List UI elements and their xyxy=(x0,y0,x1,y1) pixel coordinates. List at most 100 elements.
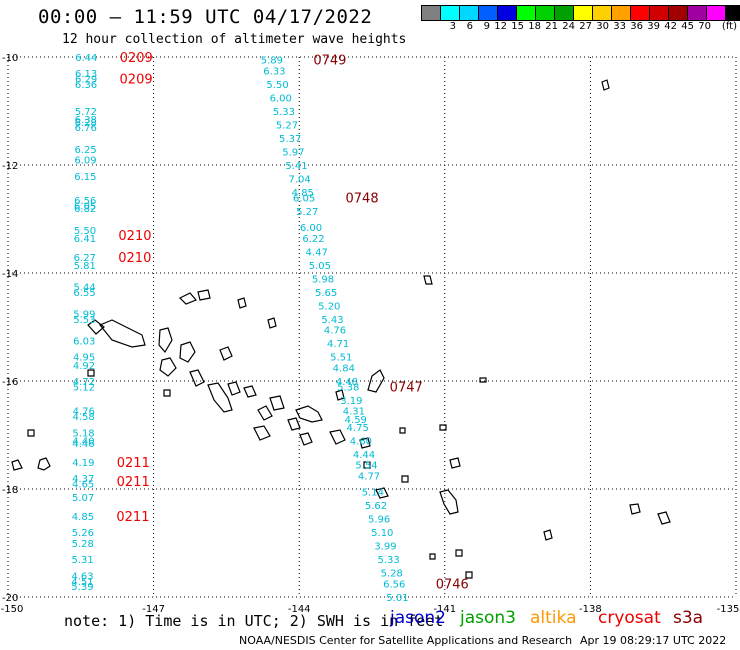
island-outline xyxy=(455,549,463,557)
pass-time-label: 0211 xyxy=(116,510,149,525)
wave-height-value: 5.50 xyxy=(266,80,288,91)
legend-altika: altika xyxy=(530,608,577,628)
lon-tick-label: -138 xyxy=(579,604,602,615)
wave-height-value: 6.36 xyxy=(75,80,97,91)
wave-height-value: 5.89 xyxy=(261,56,283,67)
wave-height-value: 6.15 xyxy=(74,172,96,183)
pass-time-label: 0211 xyxy=(117,475,150,490)
wave-height-value: 6.00 xyxy=(270,94,292,105)
satellite-tracks: 6.44 6.136.296.36 5.726.386.286.76 6.256.09… xyxy=(71,51,469,604)
wave-height-value: 6.38 xyxy=(75,115,97,126)
pass-time-label: 0748 xyxy=(346,191,379,206)
lat-tick-label: -16 xyxy=(2,377,18,388)
wave-height-value: 6.05 xyxy=(74,202,96,213)
wave-height-value: 4.85 xyxy=(292,188,314,199)
island-outline xyxy=(269,395,285,411)
wave-height-value: 4.59 xyxy=(345,415,367,426)
wave-height-value: 5.39 xyxy=(71,582,93,593)
island-outline xyxy=(363,461,371,469)
wave-height-value: 5.26 xyxy=(72,528,94,539)
wave-height-value: 6.44 xyxy=(75,53,97,64)
island-outline xyxy=(159,357,177,377)
lat-tick-label: -18 xyxy=(2,485,18,496)
wave-height-value: 6.05 xyxy=(293,193,315,204)
wave-height-value: 5.51 xyxy=(330,353,352,364)
wave-height-value: 3.99 xyxy=(374,542,396,553)
wave-height-value: 4.72 xyxy=(73,377,95,388)
island-outline xyxy=(37,457,51,471)
lat-tick-label: -12 xyxy=(2,161,18,172)
scale-label: 24 xyxy=(562,21,575,32)
island-outline xyxy=(207,382,233,413)
pass-time-label: 0749 xyxy=(313,54,346,69)
island-outline xyxy=(329,429,346,445)
wave-height-value: 5.05 xyxy=(309,261,331,272)
island-outline xyxy=(399,427,406,434)
wave-height-value: 4.77 xyxy=(358,472,380,483)
island-outline xyxy=(439,424,447,431)
pass-time-label: 0211 xyxy=(117,456,150,471)
wave-height-value: 5.41 xyxy=(285,161,307,172)
wave-height-value: 6.56 xyxy=(383,580,405,591)
color-scale-labels: 3 6 9 12 15 18 21 24 27 30 33 36 39 42 45 70 (ft) xyxy=(422,21,737,32)
wave-height-value: 5.72 xyxy=(75,107,97,118)
island-outline xyxy=(375,487,389,499)
map-subtitle: 12 hour collection of altimeter wave hei… xyxy=(62,32,407,47)
island-outline xyxy=(299,432,313,446)
island-outline xyxy=(479,377,487,383)
island-outline xyxy=(449,457,461,469)
lon-tick-label: -144 xyxy=(288,604,311,615)
scale-label: 30 xyxy=(596,21,609,32)
wave-height-value: 5.97 xyxy=(282,148,304,159)
wave-height-value: 4.40 xyxy=(72,436,94,447)
island-outline xyxy=(227,381,241,396)
wave-height-value: 5.20 xyxy=(318,301,340,312)
wave-height-value: 6.82 xyxy=(74,204,96,215)
pass-time-label: 0746 xyxy=(436,578,469,593)
wave-height-value: 4.60 xyxy=(350,436,372,447)
island-outline xyxy=(219,346,233,361)
wave-height-value: 4.65 xyxy=(72,480,94,491)
island-outline xyxy=(295,405,323,423)
wave-height-value: 4.95 xyxy=(73,353,95,364)
wave-height-value: 6.33 xyxy=(263,67,285,78)
scale-label: 12 xyxy=(494,21,507,32)
wave-height-value: 6.03 xyxy=(73,337,95,348)
wave-height-value: 5.27 xyxy=(296,207,318,218)
legend-jason2: jason2 xyxy=(390,608,446,628)
island-outline xyxy=(87,369,95,377)
wave-height-value: 4.31 xyxy=(343,407,365,418)
island-outline xyxy=(99,319,146,348)
wave-height-value: 6.09 xyxy=(74,156,96,167)
wave-height-value: 4.71 xyxy=(327,339,349,350)
island-outline xyxy=(401,475,409,483)
island-outline xyxy=(158,327,173,354)
scale-label: 42 xyxy=(664,21,677,32)
wave-height-value: 5.28 xyxy=(381,569,403,580)
wave-height-value: 5.62 xyxy=(365,501,387,512)
s3a-track: 5.896.33 5.50 6.00 5.33 5.27 5.37 5.97 5.41 7.04… xyxy=(261,54,469,604)
wave-height-value: 6.00 xyxy=(300,223,322,234)
island-outline xyxy=(179,341,196,363)
lon-tick-label: -150 xyxy=(1,604,24,615)
scale-label: 6 xyxy=(466,21,473,32)
wave-height-value: 5.54 xyxy=(355,461,377,472)
wave-height-value: 7.04 xyxy=(289,175,311,186)
wave-height-value: 6.56 xyxy=(74,196,96,207)
scale-label: 36 xyxy=(630,21,643,32)
wave-height-value: 4.46 xyxy=(72,439,94,450)
legend-jason3: jason3 xyxy=(460,608,516,628)
scale-label: 18 xyxy=(528,21,541,32)
island-outline xyxy=(367,369,385,393)
wave-height-value: 3.19 xyxy=(340,396,362,407)
island-outline xyxy=(11,459,23,471)
cryosat-track: 6.44 6.136.296.36 5.726.386.286.76 6.256.09… xyxy=(71,51,152,593)
wave-height-value: 5.01 xyxy=(386,593,408,604)
island-outline xyxy=(87,319,105,335)
island-outline xyxy=(543,529,553,541)
island-outline xyxy=(601,79,610,91)
island-outline xyxy=(267,317,277,329)
color-scale-bar xyxy=(421,5,740,21)
